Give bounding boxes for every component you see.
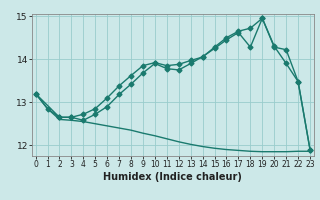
X-axis label: Humidex (Indice chaleur): Humidex (Indice chaleur) (103, 172, 242, 182)
